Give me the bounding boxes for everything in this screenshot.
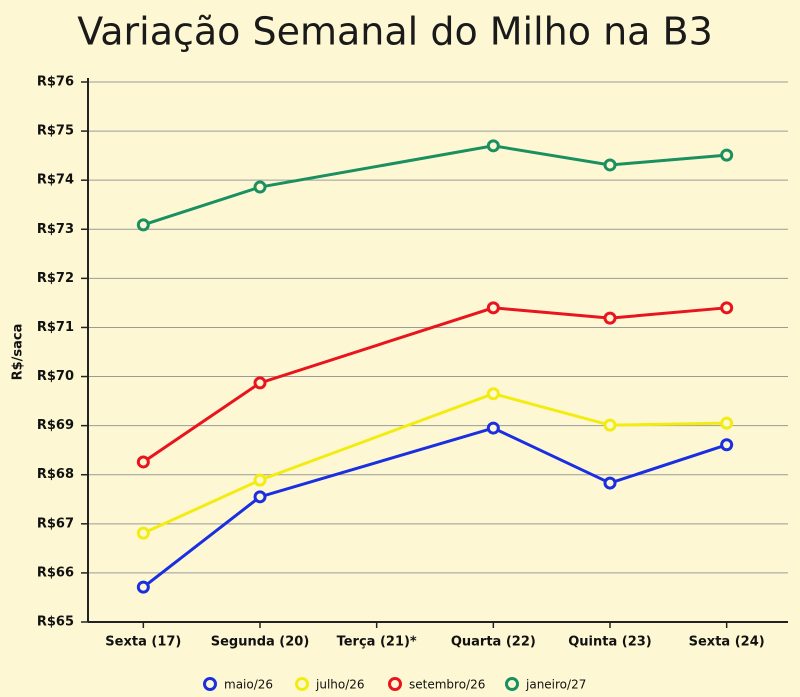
point: [253, 376, 267, 390]
y-tick-label: R$65: [37, 615, 74, 630]
chart-title: Variação Semanal do Milho na B3: [77, 10, 713, 54]
point: [136, 218, 150, 232]
legend-marker: [388, 677, 402, 691]
x-tick-label: Sexta (24): [689, 635, 765, 650]
y-tick-label: R$67: [37, 516, 74, 531]
y-tick-label: R$74: [37, 173, 74, 188]
point: [720, 438, 734, 452]
y-tick-label: R$75: [37, 124, 74, 139]
y-tick-label: R$72: [37, 271, 74, 286]
legend-label: setembro/26: [409, 678, 485, 692]
y-tick-label: R$73: [37, 222, 74, 237]
point: [253, 180, 267, 194]
y-tick-label: R$71: [37, 320, 74, 335]
y-tick-label: R$76: [37, 75, 74, 90]
y-tick-label: R$70: [37, 369, 74, 384]
legend-label: maio/26: [224, 678, 273, 692]
point: [720, 148, 734, 162]
point: [253, 473, 267, 487]
x-tick-label: Quarta (22): [451, 635, 536, 650]
point: [486, 301, 500, 315]
y-tick-label: R$69: [37, 418, 74, 433]
point: [603, 311, 617, 325]
point: [486, 387, 500, 401]
y-tick-label: R$68: [37, 467, 74, 482]
point: [136, 580, 150, 594]
point: [603, 158, 617, 172]
point: [136, 455, 150, 469]
x-tick-label: Segunda (20): [211, 635, 310, 650]
y-tick-label: R$66: [37, 565, 74, 580]
y-axis-label: R$/saca: [11, 324, 26, 381]
legend-label: janeiro/27: [525, 678, 586, 692]
legend-marker: [203, 677, 217, 691]
point: [720, 416, 734, 430]
x-tick-label: Sexta (17): [105, 635, 181, 650]
point: [603, 418, 617, 432]
point: [253, 490, 267, 504]
point: [603, 476, 617, 490]
point: [486, 139, 500, 153]
point: [136, 526, 150, 540]
legend-marker: [295, 677, 309, 691]
legend-label: julho/26: [315, 678, 365, 692]
point: [720, 301, 734, 315]
x-tick-label: Terça (21)*: [337, 635, 417, 650]
point: [486, 421, 500, 435]
x-tick-label: Quinta (23): [568, 635, 652, 650]
legend-marker: [505, 677, 519, 691]
